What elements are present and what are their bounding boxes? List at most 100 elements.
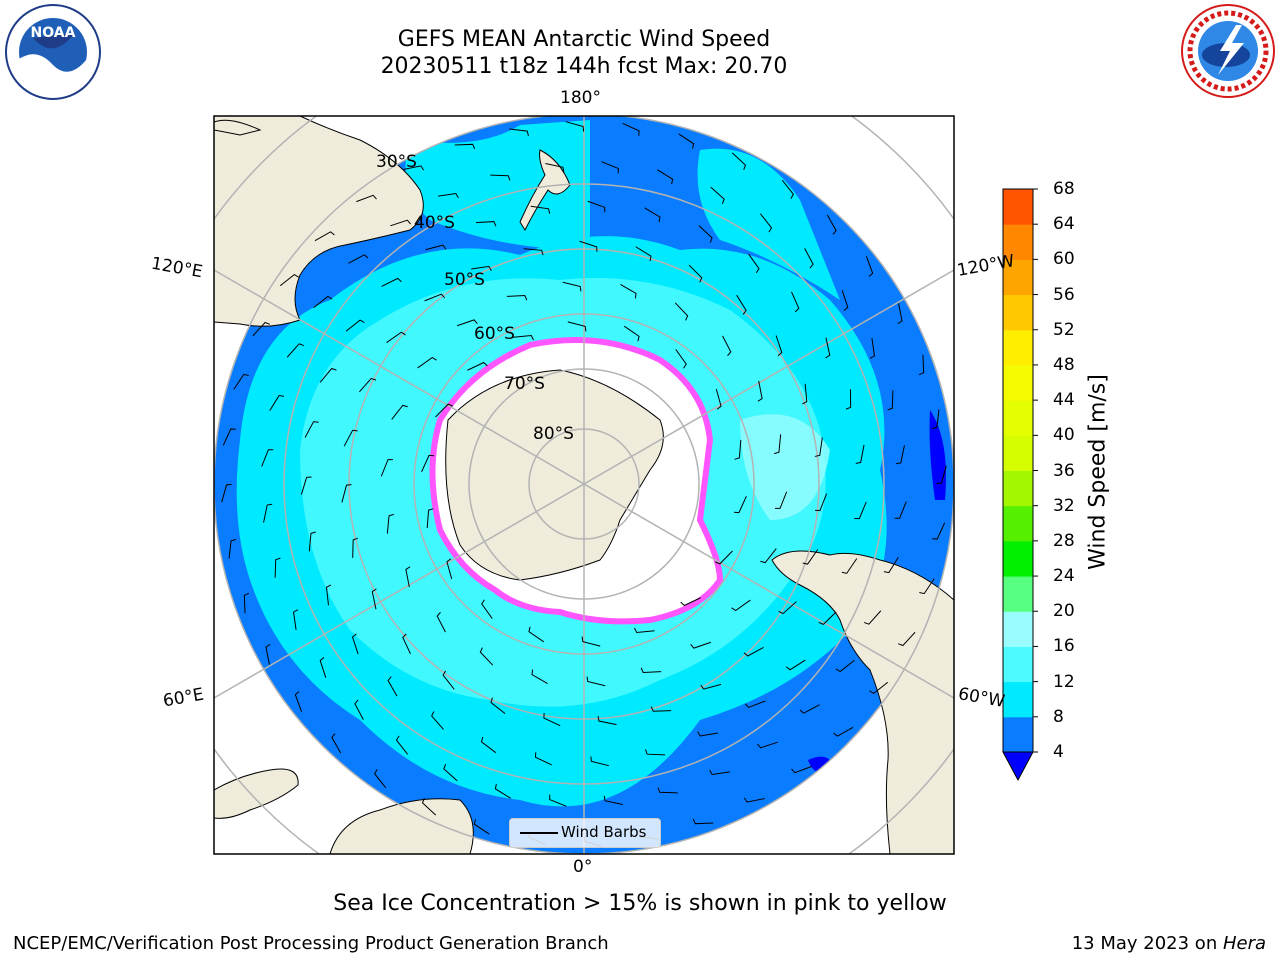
- colorbar: [1002, 188, 1038, 782]
- wind-barb: [586, 676, 606, 687]
- wind-barb: [748, 253, 760, 274]
- colorbar-tick-label: 64: [1053, 214, 1075, 235]
- madagascar: [214, 768, 299, 819]
- wind-barb: [674, 302, 689, 321]
- landmasses: [214, 116, 954, 854]
- wind-barb: [509, 128, 529, 137]
- colorbar-tick-label: 48: [1053, 354, 1075, 375]
- wind-barb: [887, 390, 894, 411]
- wind-barbs-legend: Wind Barbs: [509, 818, 661, 848]
- lat-label-80s: 80°S: [533, 424, 574, 444]
- wind-barb: [351, 633, 359, 655]
- wind-barb: [381, 277, 402, 287]
- south-america: [771, 550, 954, 854]
- wind-barb: [733, 496, 747, 514]
- colorbar-tick-label: 68: [1053, 179, 1075, 199]
- wind-barb: [304, 421, 319, 438]
- wind-barb: [826, 214, 837, 235]
- map-title: GEFS MEAN Antarctic Wind Speed: [397, 27, 771, 52]
- wind-barb: [391, 404, 408, 420]
- wind-barb: [319, 657, 327, 678]
- wind-barb: [644, 207, 661, 223]
- wind-barb: [263, 503, 273, 523]
- colorbar-segment: [1003, 400, 1033, 436]
- colorbar-segment: [1003, 576, 1033, 612]
- wind-barb: [895, 445, 905, 465]
- wind-barb: [506, 295, 528, 301]
- wind-barb: [442, 670, 455, 690]
- wind-barb: [438, 192, 459, 199]
- wind-barb: [815, 493, 828, 511]
- colorbar-segment: [1003, 435, 1033, 471]
- wind-barb: [744, 700, 766, 709]
- wind-barb: [490, 174, 511, 181]
- wind-barb: [480, 736, 497, 754]
- footer-date: 13 May 2023 on Hera: [1072, 933, 1266, 954]
- wind-barb: [623, 325, 640, 342]
- wind-barb: [549, 794, 567, 807]
- wind-barb: [314, 231, 335, 242]
- wind-barb: [697, 731, 719, 737]
- wind-barb: [657, 169, 674, 185]
- wind-barb: [443, 763, 458, 782]
- colorbar-segment: [1003, 224, 1033, 260]
- wind-barb: [528, 626, 545, 643]
- noaa-logo: NOAA: [5, 4, 101, 100]
- wind-barb: [731, 152, 747, 170]
- colorbar-segment: [1003, 329, 1033, 366]
- colorbar-segment: [1003, 681, 1033, 718]
- wind-barb: [709, 769, 730, 776]
- legend-label: Wind Barbs: [561, 823, 647, 841]
- wind-barb: [657, 787, 678, 794]
- wind-barb: [435, 403, 453, 418]
- colorbar-tick-label: 12: [1053, 671, 1075, 692]
- wind-barb: [348, 254, 369, 264]
- wind-barb: [603, 795, 623, 805]
- map-subtitle-run: 20230511 t18z 144h fcst Max: 20.70: [380, 54, 788, 79]
- wind-barb: [897, 303, 903, 325]
- colorbar-segment: [1003, 716, 1033, 753]
- wind-barb: [865, 256, 874, 277]
- colorbar-segment: [1003, 505, 1033, 542]
- footer-credit: NCEP/EMC/Verification Post Processing Pr…: [13, 933, 609, 954]
- antarctica-sea-ice: [429, 337, 724, 625]
- wind-barb: [640, 667, 662, 673]
- wind-barb: [319, 367, 337, 383]
- wind-barb: [894, 501, 907, 519]
- wind-barb: [279, 274, 299, 287]
- colorbar-tick-label: 24: [1053, 566, 1075, 587]
- wind-barb: [313, 295, 333, 309]
- wind-barb: [243, 592, 250, 614]
- wind-barb: [286, 343, 305, 358]
- wind-barb: [775, 335, 783, 357]
- colorbar-tick-label: 56: [1053, 284, 1075, 305]
- wind-barb: [814, 437, 823, 457]
- wind-barb: [473, 819, 490, 835]
- wind-barb: [354, 699, 364, 720]
- wind-barb: [454, 143, 476, 150]
- wind-barb: [308, 531, 316, 552]
- wind-barb: [734, 439, 742, 460]
- wind-barb: [931, 409, 940, 429]
- wind-barb: [715, 388, 722, 410]
- wind-barb: [791, 765, 812, 774]
- wind-barb: [269, 394, 285, 411]
- nws-logo: [1181, 4, 1275, 98]
- wind-barb: [869, 681, 889, 694]
- lon-label-0: 0°: [573, 857, 593, 877]
- wind-barb: [698, 225, 713, 243]
- wind-barb: [395, 735, 409, 755]
- wind-barb: [343, 429, 358, 447]
- wind-barb: [845, 389, 852, 410]
- colorbar-tick-label: 28: [1053, 530, 1075, 551]
- wind-barb: [645, 749, 666, 756]
- wind-barb: [417, 356, 437, 369]
- wind-barb: [562, 281, 582, 292]
- wind-barb: [352, 537, 359, 558]
- wind-barb: [494, 783, 511, 799]
- africa: [329, 798, 474, 854]
- wind-barb: [341, 484, 352, 503]
- lat-label-60s: 60°S: [474, 324, 515, 344]
- colorbar-tick-label: 16: [1053, 636, 1075, 657]
- wind-barb: [774, 434, 782, 455]
